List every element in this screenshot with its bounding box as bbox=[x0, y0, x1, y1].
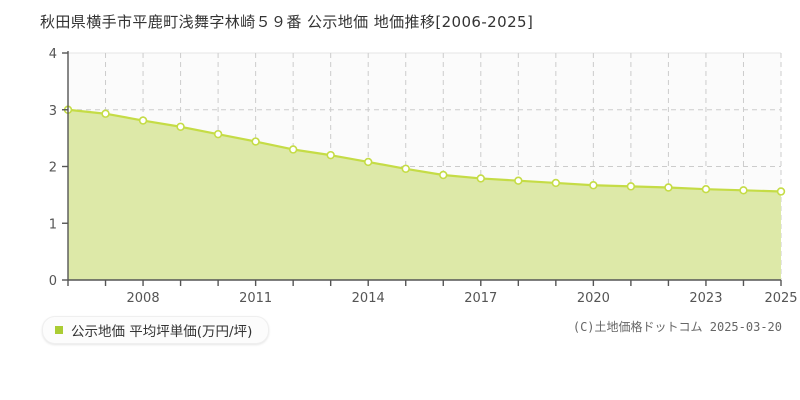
y-axis-tick-label: 0 bbox=[49, 274, 57, 289]
data-point-marker bbox=[213, 129, 223, 139]
x-axis-tick-label: 2020 bbox=[577, 291, 610, 306]
y-axis-tick-label: 4 bbox=[49, 47, 57, 62]
data-point-marker bbox=[739, 186, 748, 195]
data-point-marker bbox=[589, 181, 598, 190]
chart-legend: 公示地価 平均坪単価(万円/坪) bbox=[42, 316, 270, 344]
series-line bbox=[66, 108, 783, 193]
data-point-marker bbox=[551, 178, 561, 188]
x-axis-tick-label: 2025 bbox=[764, 291, 797, 306]
y-axis-tick-label: 1 bbox=[49, 217, 57, 232]
data-point-marker bbox=[776, 187, 786, 196]
data-point-marker bbox=[514, 176, 523, 185]
x-axis-tick-label: 2008 bbox=[127, 291, 160, 306]
data-point-marker bbox=[138, 116, 148, 125]
x-axis-tick-label: 2011 bbox=[239, 291, 272, 306]
series-area-fill bbox=[68, 109, 781, 280]
data-point-marker bbox=[626, 182, 636, 191]
legend-label: 公示地価 平均坪単価(万円/坪) bbox=[71, 324, 253, 340]
data-point-marker bbox=[664, 183, 673, 192]
x-axis-tick-label: 2023 bbox=[689, 291, 722, 306]
data-point-marker bbox=[251, 137, 260, 146]
data-point-marker bbox=[701, 185, 711, 194]
data-point-marker bbox=[101, 109, 110, 118]
legend-color-swatch bbox=[55, 326, 63, 334]
data-point-marker bbox=[439, 170, 448, 180]
data-point-marker bbox=[364, 157, 373, 167]
y-axis-tick-label: 3 bbox=[49, 104, 57, 119]
x-axis-tick-label: 2014 bbox=[352, 291, 385, 306]
x-axis-tick-label: 2017 bbox=[464, 291, 497, 306]
data-point-marker bbox=[476, 174, 485, 183]
data-point-marker bbox=[326, 150, 335, 160]
copyright-credit: (C)土地価格ドットコム 2025-03-20 bbox=[572, 320, 782, 334]
page-title: 秋田県横手市平鹿町浅舞字林崎５９番 公示地価 地価推移[2006-2025] bbox=[40, 13, 534, 31]
data-point-marker bbox=[176, 122, 185, 131]
y-axis-tick-label: 2 bbox=[49, 161, 57, 176]
data-point-marker bbox=[401, 164, 410, 173]
data-point-marker bbox=[288, 145, 298, 154]
